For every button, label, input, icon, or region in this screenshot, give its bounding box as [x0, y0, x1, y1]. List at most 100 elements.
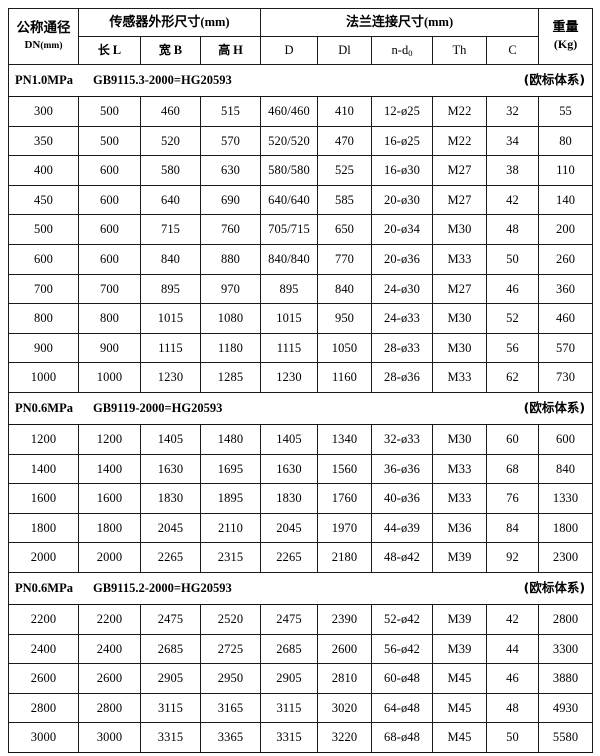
header-nominal-diameter-dn: DN(mm) — [24, 38, 63, 51]
cell-length: 500 — [78, 125, 141, 157]
cell-width: 1630 — [140, 453, 201, 485]
cell-c: 42 — [485, 603, 540, 635]
header-group-sensor-dimensions: 传感器外形尺寸(mm) — [78, 8, 261, 37]
header-group-flange-connection: 法兰连接尺寸(mm) — [259, 8, 540, 37]
table-row: 3000 3000 3315 3365 3315 3220 68-ø48 M45 50 5580 — [8, 722, 594, 753]
cell-c: 46 — [485, 663, 540, 694]
table-row: 2000 2000 2265 2315 2265 2180 48-ø42 M39 92 2300 — [8, 542, 594, 573]
cell-dn: 500 — [8, 214, 79, 245]
cell-th: M36 — [432, 512, 487, 544]
table-row: 1000 1000 1230 1285 1230 1160 28-ø36 M33 62 730 — [8, 362, 594, 393]
header-row-columns: 长 L 宽 B 高 H D Dl n-d0 Th C — [9, 36, 593, 65]
cell-d1: 470 — [317, 125, 372, 157]
section-system-note: (欧标体系) — [523, 400, 586, 416]
cell-dn: 2200 — [8, 603, 79, 635]
cell-d: 2045 — [260, 512, 318, 544]
cell-height: 2725 — [200, 633, 261, 665]
cell-c: 50 — [485, 243, 540, 275]
cell-th: M30 — [432, 214, 487, 245]
cell-d1: 2810 — [317, 663, 372, 694]
cell-th: M39 — [432, 542, 487, 573]
cell-height: 880 — [200, 243, 261, 275]
section-pressure-rating: PN1.0MPa — [15, 73, 73, 88]
cell-width: 895 — [140, 273, 201, 305]
cell-d: 520/520 — [260, 125, 318, 157]
cell-c: 92 — [485, 542, 540, 573]
cell-n-d0: 36-ø36 — [371, 453, 433, 485]
cell-weight: 600 — [538, 423, 594, 455]
cell-width: 715 — [140, 214, 201, 245]
header-th: Th — [432, 36, 487, 65]
cell-dn: 1200 — [8, 423, 79, 455]
cell-length: 1400 — [78, 453, 141, 485]
cell-weight: 840 — [538, 453, 594, 485]
cell-d: 1015 — [260, 303, 318, 334]
header-n-d0: n-d0 — [371, 36, 433, 65]
cell-weight: 360 — [538, 273, 594, 305]
cell-width: 580 — [140, 155, 201, 186]
cell-d1: 1560 — [317, 453, 372, 485]
cell-th: M33 — [432, 362, 487, 393]
cell-length: 2800 — [78, 692, 141, 724]
cell-dn: 400 — [8, 155, 79, 186]
cell-weight: 200 — [538, 214, 594, 245]
cell-d: 2265 — [260, 542, 318, 573]
table-row: 900 900 1115 1180 1115 1050 28-ø33 M30 56 570 — [8, 332, 594, 364]
cell-length: 1800 — [78, 512, 141, 544]
cell-d1: 1970 — [317, 512, 372, 544]
cell-th: M27 — [432, 184, 487, 216]
cell-d: 2905 — [260, 663, 318, 694]
section-banner: PN0.6MPa GB9115.2-2000=HG20593 (欧标体系) — [7, 571, 594, 605]
cell-d1: 3020 — [317, 692, 372, 724]
cell-length: 600 — [78, 155, 141, 186]
cell-weight: 110 — [538, 155, 594, 186]
cell-width: 1830 — [140, 483, 201, 514]
header-d1: Dl — [317, 36, 372, 65]
cell-width: 3315 — [140, 722, 201, 753]
cell-height: 1695 — [200, 453, 261, 485]
cell-length: 600 — [78, 184, 141, 216]
cell-height: 1480 — [200, 423, 261, 455]
cell-d: 460/460 — [260, 96, 318, 127]
cell-dn: 1000 — [8, 362, 79, 393]
cell-d1: 410 — [317, 96, 372, 127]
table-row: 500 600 715 760 705/715 650 20-ø34 M30 48 200 — [8, 214, 594, 245]
cell-length: 600 — [78, 214, 141, 245]
cell-n-d0: 32-ø33 — [371, 423, 433, 455]
cell-length: 2600 — [78, 663, 141, 694]
cell-length: 700 — [78, 273, 141, 305]
cell-dn: 1800 — [8, 512, 79, 544]
header-c: C — [485, 36, 540, 65]
cell-c: 48 — [485, 214, 540, 245]
cell-d: 580/580 — [260, 155, 318, 186]
cell-weight: 570 — [538, 332, 594, 364]
cell-width: 2265 — [140, 542, 201, 573]
cell-height: 1895 — [200, 483, 261, 514]
cell-th: M33 — [432, 483, 487, 514]
cell-width: 2475 — [140, 603, 201, 635]
cell-length: 1000 — [78, 362, 141, 393]
cell-d: 1830 — [260, 483, 318, 514]
header-row-groups: 公称通径 DN(mm) 传感器外形尺寸(mm) 法兰连接尺寸(mm) 重量 (K… — [8, 8, 594, 65]
cell-dn: 350 — [8, 125, 79, 157]
table-row: 600 600 840 880 840/840 770 20-ø36 M33 50 260 — [8, 243, 594, 275]
cell-n-d0: 52-ø42 — [371, 603, 433, 635]
section-system-note: (欧标体系) — [523, 72, 586, 88]
cell-width: 840 — [140, 243, 201, 275]
cell-n-d0: 20-ø30 — [371, 184, 433, 216]
cell-d: 1115 — [260, 332, 318, 364]
cell-dn: 1600 — [8, 483, 79, 514]
cell-dn: 900 — [8, 332, 79, 364]
cell-length: 1200 — [78, 423, 141, 455]
cell-th: M39 — [432, 633, 487, 665]
cell-weight: 55 — [538, 96, 594, 127]
cell-width: 1015 — [140, 303, 201, 334]
cell-th: M27 — [432, 273, 487, 305]
header-nominal-diameter-cn: 公称通径 — [16, 20, 71, 37]
cell-c: 56 — [485, 332, 540, 364]
cell-n-d0: 40-ø36 — [371, 483, 433, 514]
cell-d1: 3220 — [317, 722, 372, 753]
cell-weight: 460 — [538, 303, 594, 334]
cell-n-d0: 56-ø42 — [371, 633, 433, 665]
cell-c: 76 — [485, 483, 540, 514]
